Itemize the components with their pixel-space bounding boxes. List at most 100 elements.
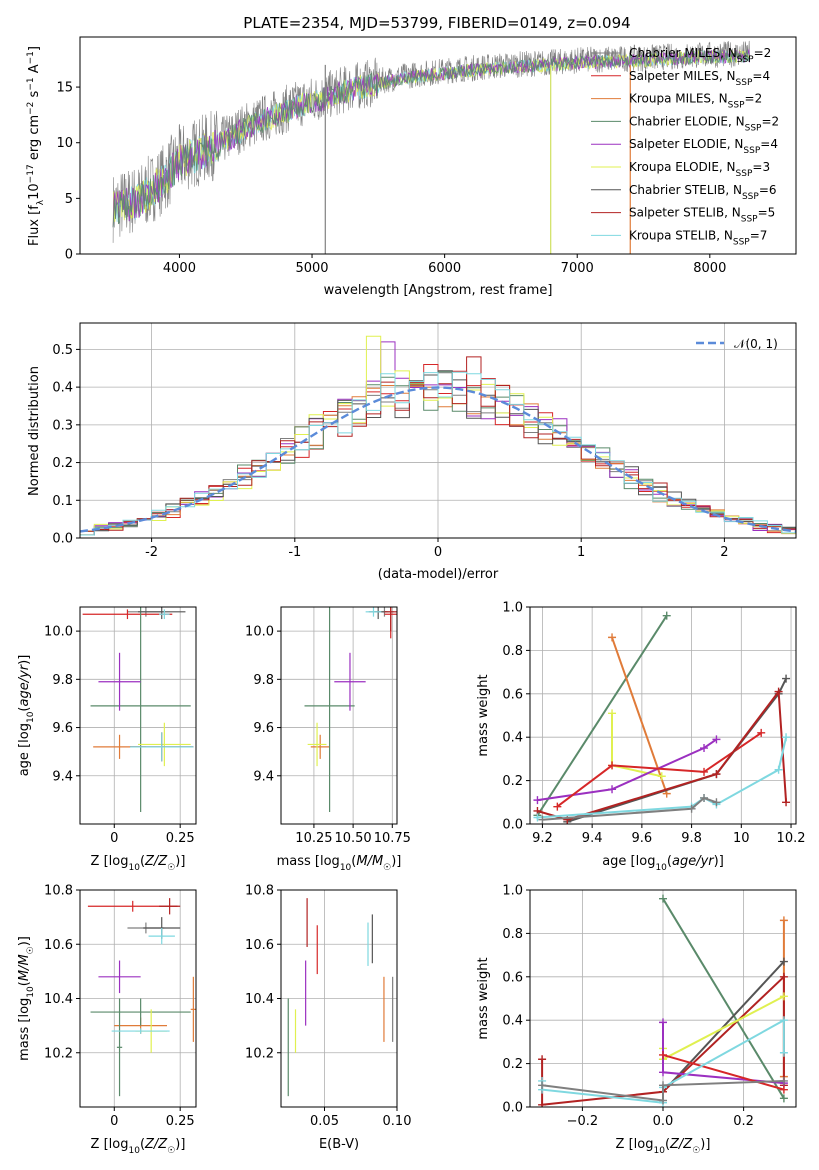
plus-marker [700, 744, 709, 753]
plus-marker [779, 1076, 788, 1085]
plus-marker [774, 687, 783, 696]
x-tick-label: 0 [110, 1114, 118, 1129]
y-tick-label: 9.6 [52, 721, 73, 736]
mass-vs-EBV-plot [287, 898, 394, 1097]
data-point [98, 960, 141, 994]
plus-marker [533, 796, 542, 805]
x-tick-label: 0.05 [310, 1114, 339, 1129]
x-tick-label: 0.25 [166, 1114, 195, 1129]
data-point [98, 652, 141, 711]
data-point [90, 998, 191, 1026]
y-tick-label: 0.2 [52, 456, 73, 471]
y-tick-label: 10.6 [44, 938, 73, 953]
mass-weight-vs-age-axes: 9.2 9.4 9.6 9.8 10 10.2 0.0 0.2 0.4 0.6 0.8 1.0 age … [476, 601, 806, 874]
series [659, 894, 788, 1103]
series-line [537, 688, 788, 821]
y-tick-label: 0.3 [52, 418, 73, 433]
plus-marker [779, 1016, 788, 1025]
legend-entry: Salpeter STELIB, NSSP=5 [629, 206, 775, 225]
gaussian-reference-curve [80, 386, 796, 533]
age-vs-mass-plot [304, 607, 397, 812]
y-tick-label: 10.0 [245, 625, 274, 640]
plus-marker [608, 761, 617, 770]
y-tick-label: 0.5 [52, 343, 73, 358]
legend-entry: 𝒩(0, 1) [734, 337, 778, 351]
residuals-axes: -2 -1 0 1 2 0.0 0.1 0.2 0.3 0.4 0.5 (data-model)/er… [27, 322, 797, 582]
plus-marker [538, 1081, 547, 1090]
plus-marker [779, 972, 788, 981]
plus-marker [757, 728, 766, 737]
y-axis-label: mass [log10(M/M☉)] [17, 936, 36, 1061]
data-point [148, 927, 175, 945]
x-tick-label: −0.2 [567, 1114, 599, 1129]
y-tick-label: 10.4 [44, 992, 73, 1007]
mass-vs-Z-axes: 0 0.25 10.2 10.4 10.6 10.8 Z [log10(Z/Z☉)] mass… [17, 884, 197, 1156]
y-axis-label: mass weight [476, 674, 491, 756]
spectrum-axes: 4000 5000 6000 7000 8000 0 5 10 15 wavelength [An… [26, 36, 797, 298]
series [533, 611, 671, 820]
y-tick-label: 0.6 [502, 970, 523, 985]
y-tick-label: 15 [56, 81, 73, 96]
series-line [541, 1080, 784, 1102]
y-tick-label: 0 [65, 248, 73, 263]
y-tick-label: 0.0 [52, 532, 73, 547]
series [563, 674, 791, 824]
series-line [537, 738, 717, 802]
y-tick-label: 9.4 [52, 769, 73, 784]
plus-marker [779, 916, 788, 925]
plus-marker [538, 1100, 547, 1107]
mass-vs-EBV-axes: 0.05 0.10 10.2 10.4 10.6 10.8 E(B-V) [245, 884, 411, 1153]
x-tick-label: -2 [145, 545, 158, 560]
plus-marker [608, 785, 617, 794]
legend-entry: Chabrier MILES, NSSP=2 [629, 46, 771, 65]
plus-marker [782, 674, 791, 683]
y-axis-label: Normed distribution [27, 366, 42, 496]
plus-marker [700, 793, 709, 802]
y-tick-label: 10.2 [245, 1046, 274, 1061]
legend-entry: Salpeter MILES, NSSP=4 [629, 69, 770, 88]
axes-frame [529, 606, 797, 825]
y-tick-label: 0.2 [502, 1057, 523, 1072]
y-tick-label: 0.6 [502, 687, 523, 702]
data-point [82, 609, 173, 620]
plus-marker [533, 813, 542, 822]
series-line [662, 1053, 785, 1091]
x-tick-label: 0.0 [653, 1114, 674, 1129]
x-tick-label: 1 [577, 545, 585, 560]
x-tick-label: 9.4 [582, 831, 603, 846]
y-tick-label: 10.6 [245, 938, 274, 953]
x-tick-label: 0.2 [733, 1114, 754, 1129]
x-tick-label: 0.10 [383, 1114, 412, 1129]
y-tick-label: 1.0 [502, 884, 523, 899]
y-tick-label: 1.0 [502, 601, 523, 616]
series-line [662, 995, 785, 1061]
plus-marker [779, 1085, 788, 1094]
y-tick-label: 0.8 [502, 644, 523, 659]
plus-marker [712, 735, 721, 744]
axes-frame [280, 606, 398, 825]
plus-marker [659, 1081, 667, 1090]
plus-marker [608, 633, 617, 642]
mass-weight-vs-age-plot [533, 611, 791, 824]
series-line [542, 796, 717, 821]
x-tick-label: 10.50 [334, 831, 371, 846]
spectrum-plot [112, 40, 750, 254]
age-vs-Z-axes: 0 0.25 9.4 9.6 9.8 10.0 Z [log10(Z/Z☉)] age [lo… [17, 606, 197, 873]
x-tick-label: 0 [110, 831, 118, 846]
legend-entry: Salpeter ELODIE, NSSP=4 [629, 137, 778, 156]
y-tick-label: 0.8 [502, 927, 523, 942]
plus-marker [779, 1094, 788, 1103]
x-tick-label: -1 [288, 545, 301, 560]
plus-marker [659, 894, 667, 903]
x-tick-label: 2 [720, 545, 728, 560]
y-tick-label: 9.8 [52, 673, 73, 688]
plus-marker [774, 765, 783, 774]
y-tick-label: 0.0 [502, 1101, 523, 1116]
x-tick-label: 10.25 [295, 831, 332, 846]
age-vs-Z-plot [82, 607, 194, 812]
y-tick-label: 9.4 [253, 769, 274, 784]
y-tick-label: 0.0 [502, 818, 523, 833]
data-point [130, 732, 194, 762]
x-tick-label: 0.25 [166, 831, 195, 846]
